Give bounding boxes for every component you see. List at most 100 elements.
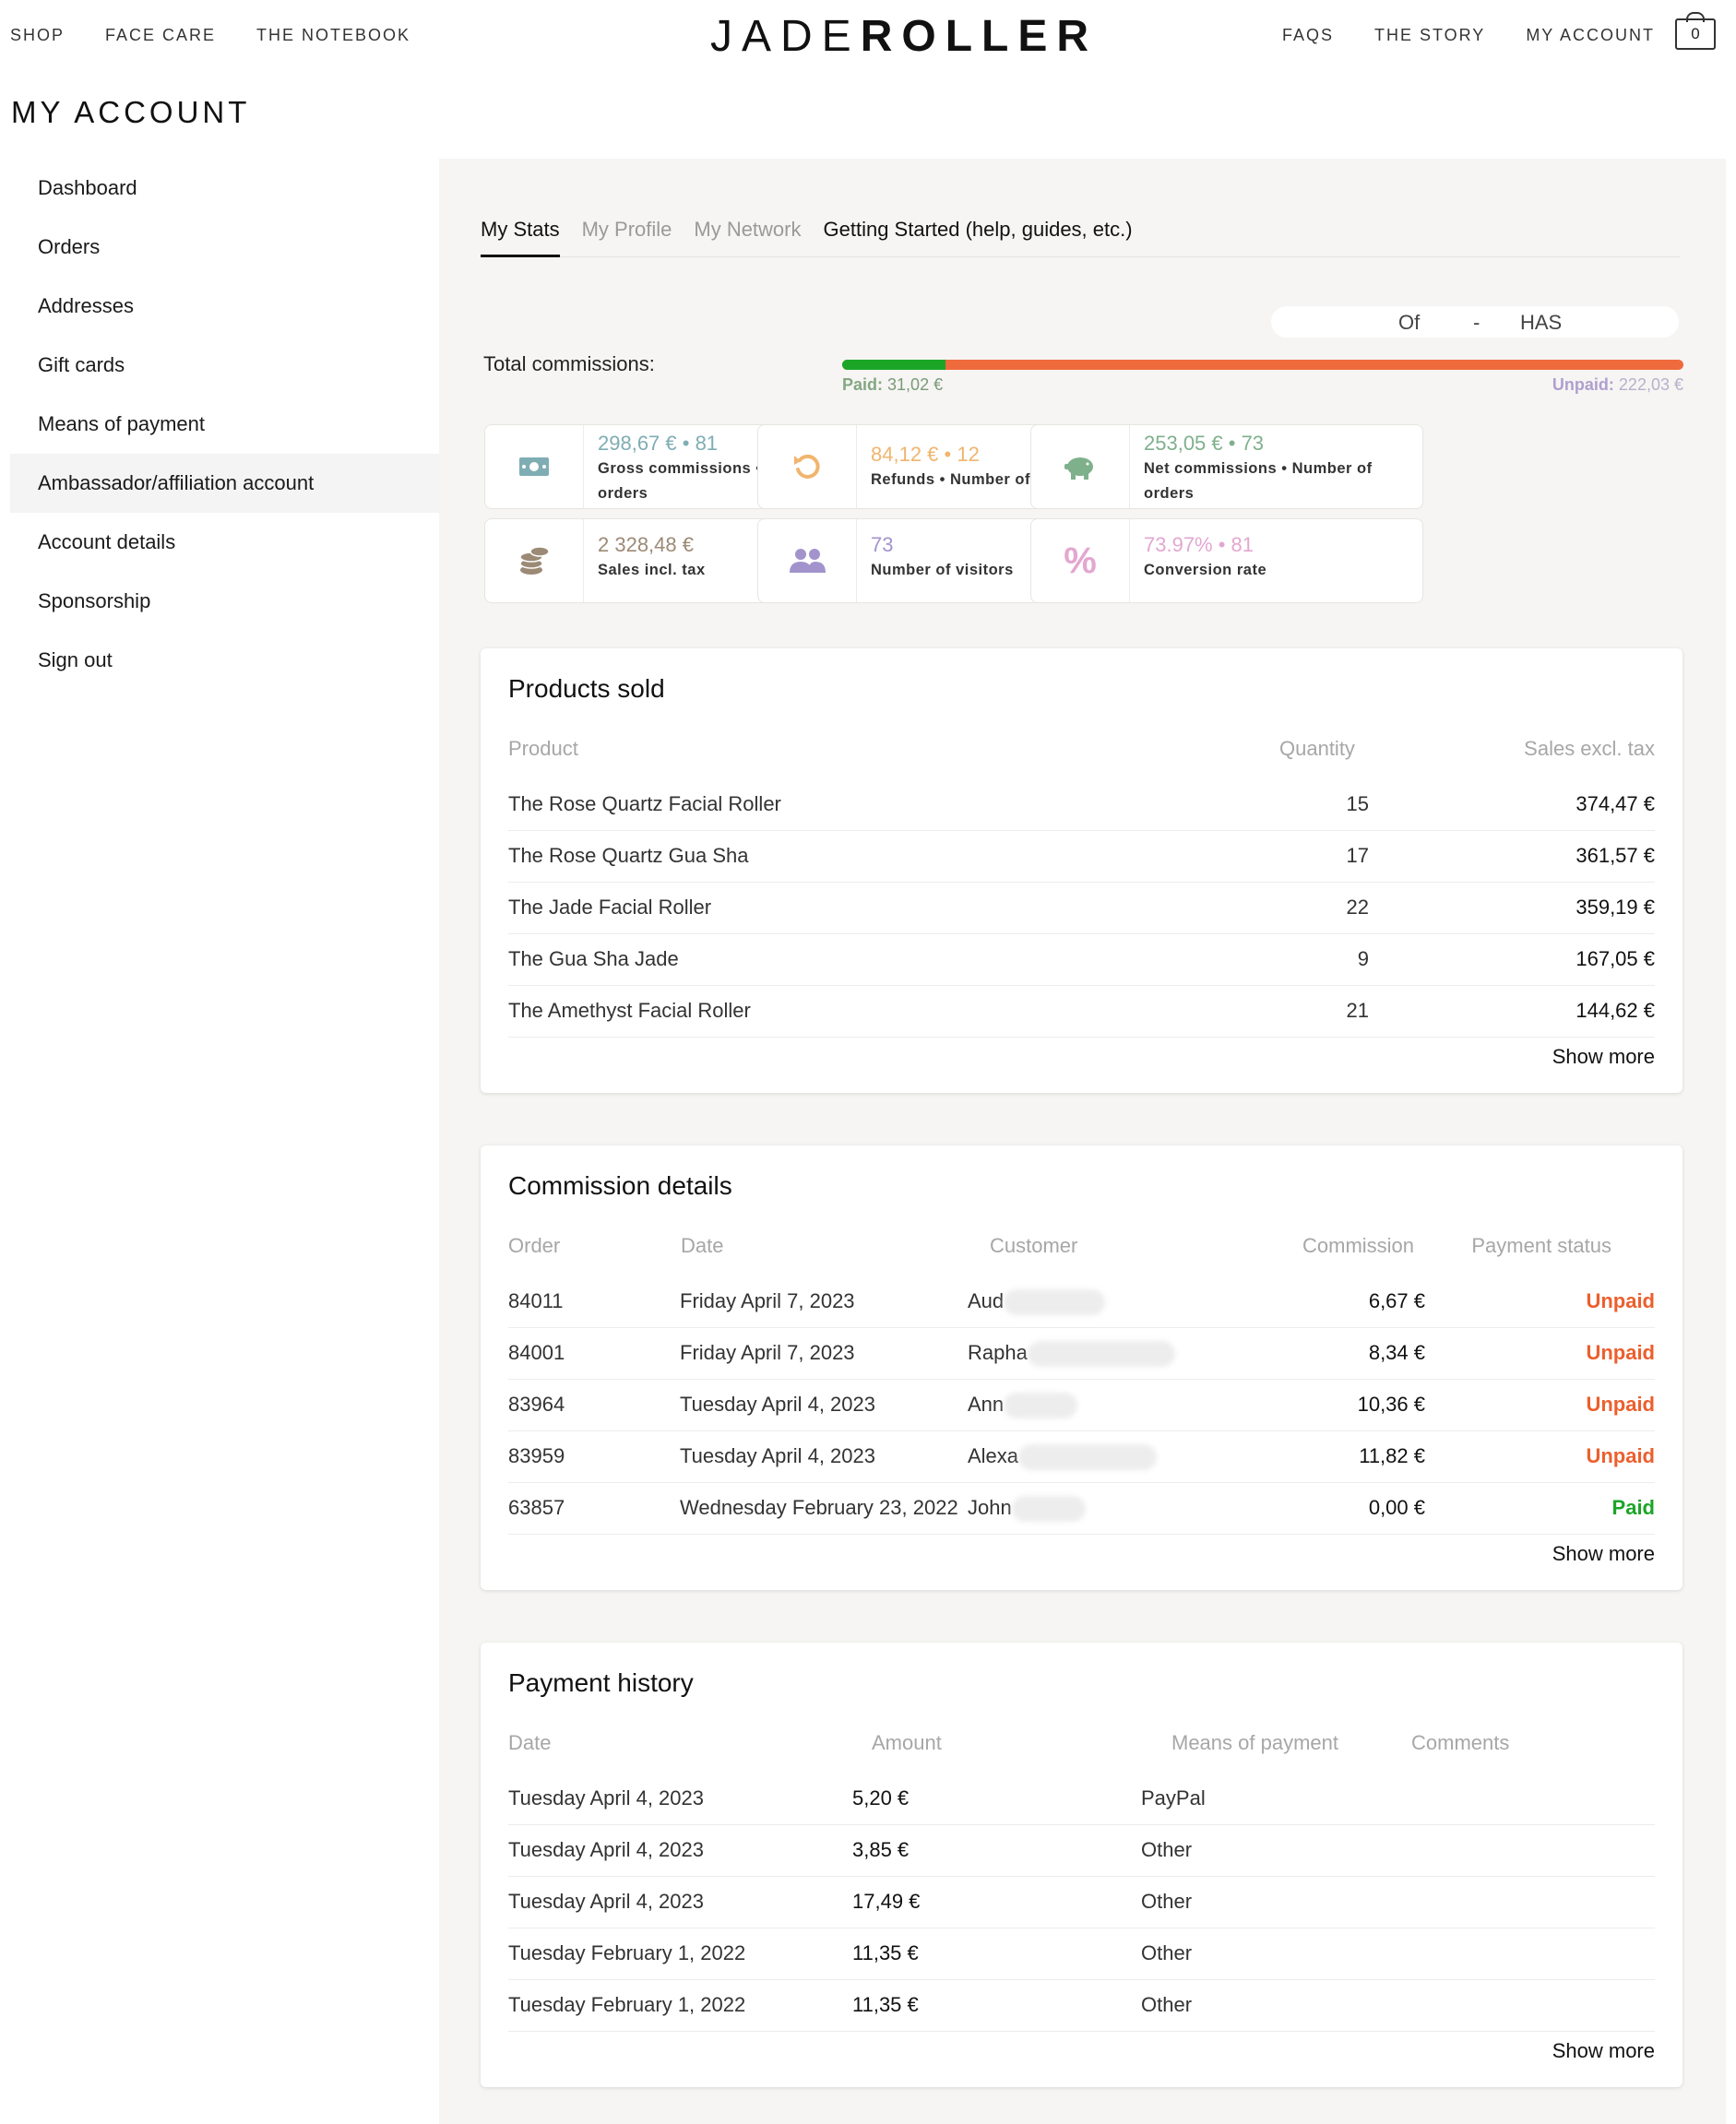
nav-the-story[interactable]: THE STORY (1373, 26, 1486, 44)
payment-amount: 11,35 € (852, 1993, 919, 2016)
payments-table: Tuesday April 4, 2023 5,20 € PayPal Tuesda… (508, 1774, 1655, 2032)
commission-amount: 11,82 € (1359, 1444, 1425, 1467)
payment-means: Other (1141, 1890, 1193, 1913)
payment-date: Tuesday February 1, 2022 (508, 1993, 746, 2016)
table-header: Order Date Customer Commission Payment s… (508, 1234, 1655, 1262)
show-more-payments-button[interactable]: Show more (1552, 2039, 1655, 2062)
table-row: Tuesday February 1, 2022 11,35 € Other (508, 1980, 1655, 2032)
table-row: 84011 Friday April 7, 2023 Aud 6,67 € Un… (508, 1276, 1655, 1328)
users-icon (758, 519, 857, 602)
stat-label: Sales incl. tax (598, 562, 706, 578)
nav-face-care[interactable]: FACE CARE (105, 26, 217, 44)
sidebar-item-gift-cards[interactable]: Gift cards (38, 353, 125, 376)
redacted-blur (1027, 1341, 1175, 1368)
stat-value: 253,05 € • 73 (1144, 432, 1265, 455)
col-commission: Commission (1302, 1234, 1415, 1257)
shopping-bag-icon[interactable]: 0 (1675, 12, 1716, 50)
nav-notebook[interactable]: THE NOTEBOOK (256, 26, 411, 44)
panel-title: Payment history (508, 1668, 694, 1697)
order-number[interactable]: 63857 (508, 1496, 565, 1519)
panel-title: Commission details (508, 1171, 732, 1200)
sidebar-item-sponsorship[interactable]: Sponsorship (38, 589, 151, 612)
percent-icon: % (1031, 519, 1130, 602)
sidebar-item-sign-out[interactable]: Sign out (38, 648, 113, 671)
nav-faqs[interactable]: FAQS (1281, 26, 1334, 44)
sidebar-item-account-details[interactable]: Account details (38, 530, 176, 553)
col-sales: Sales excl. tax (1524, 737, 1655, 760)
order-date: Wednesday February 23, 2022 (680, 1496, 958, 1519)
brand-logo[interactable]: JADEROLLER (710, 11, 1098, 62)
show-more-commissions-button[interactable]: Show more (1552, 1542, 1655, 1565)
date-to[interactable]: HAS (1520, 311, 1563, 334)
status-badge: Unpaid (1586, 1444, 1655, 1467)
product-qty: 9 (1357, 947, 1369, 970)
date-separator: - (1473, 311, 1480, 334)
payment-amount: 17,49 € (852, 1890, 921, 1913)
date-range-picker[interactable]: Of - HAS (1271, 306, 1679, 338)
table-row: The Gua Sha Jade 9 167,05 € (508, 934, 1655, 986)
nav-shop[interactable]: SHOP (10, 26, 65, 44)
product-sales: 359,19 € (1575, 896, 1655, 919)
order-number[interactable]: 84011 (508, 1289, 564, 1312)
nav-my-account[interactable]: MY ACCOUNT (1526, 26, 1655, 44)
tab-getting-started[interactable]: Getting Started (help, guides, etc.) (823, 218, 1133, 241)
sidebar-item-dashboard[interactable]: Dashboard (38, 176, 137, 199)
stat-card-conversion: % 73.97% • 81 Conversion rate (1030, 518, 1423, 603)
payment-means: Other (1141, 1941, 1193, 1964)
unpaid-value: 222,03 € (1618, 375, 1683, 394)
show-more-products-button[interactable]: Show more (1552, 1045, 1655, 1068)
product-qty: 21 (1346, 999, 1369, 1022)
table-row: 84001 Friday April 7, 2023 Rapha 8,34 € … (508, 1328, 1655, 1380)
product-name: The Jade Facial Roller (508, 896, 712, 919)
table-row: The Amethyst Facial Roller 21 144,62 € (508, 986, 1655, 1038)
table-row: The Jade Facial Roller 22 359,19 € (508, 883, 1655, 934)
stat-value: 73.97% • 81 (1144, 533, 1254, 556)
order-date: Friday April 7, 2023 (680, 1289, 855, 1312)
order-number[interactable]: 83964 (508, 1393, 565, 1416)
commissions-paid-fill (842, 360, 946, 370)
products-table: The Rose Quartz Facial Roller 15 374,47 € … (508, 779, 1655, 1038)
order-number[interactable]: 84001 (508, 1341, 565, 1364)
col-date: Date (681, 1234, 724, 1257)
paid-summary: Paid: 31,02 € (842, 375, 943, 395)
commission-amount: 6,67 € (1368, 1289, 1425, 1312)
col-payment-status: Payment status (1471, 1234, 1611, 1257)
sidebar-item-ambassador[interactable]: Ambassador/affiliation account (10, 454, 439, 513)
product-sales: 167,05 € (1575, 947, 1655, 970)
unpaid-label: Unpaid: (1552, 375, 1614, 394)
sidebar-item-orders[interactable]: Orders (38, 235, 101, 258)
col-customer: Customer (990, 1234, 1078, 1257)
undo-icon (758, 425, 857, 508)
tab-my-stats[interactable]: My Stats (481, 216, 560, 257)
tab-my-profile[interactable]: My Profile (581, 218, 672, 241)
page-title: MY ACCOUNT (11, 95, 251, 129)
total-commissions-label: Total commissions: (483, 352, 655, 375)
payment-date: Tuesday April 4, 2023 (508, 1838, 704, 1861)
payment-amount: 5,20 € (852, 1786, 910, 1810)
table-row: Tuesday April 4, 2023 5,20 € PayPal (508, 1774, 1655, 1825)
stat-label: Net commissions • Number of orders (1144, 460, 1373, 502)
col-product: Product (508, 737, 578, 760)
product-qty: 22 (1346, 896, 1369, 919)
order-number[interactable]: 83959 (508, 1444, 565, 1467)
product-name: The Amethyst Facial Roller (508, 999, 751, 1022)
payment-means: PayPal (1141, 1786, 1206, 1810)
redacted-blur (1018, 1444, 1158, 1471)
order-date: Tuesday April 4, 2023 (680, 1444, 875, 1467)
col-date: Date (508, 1731, 552, 1754)
nav-left: SHOP FACE CARE THE NOTEBOOK (10, 26, 410, 45)
status-badge: Unpaid (1586, 1289, 1655, 1312)
nav-right: FAQS THE STORY MY ACCOUNT (1282, 26, 1655, 45)
date-from[interactable]: Of (1398, 311, 1421, 334)
stat-value: 298,67 € • 81 (598, 432, 719, 455)
status-badge: Paid (1611, 1496, 1655, 1519)
sidebar-item-addresses[interactable]: Addresses (38, 294, 134, 317)
commissions-progress-bar (842, 360, 1683, 370)
tab-my-network[interactable]: My Network (694, 218, 802, 241)
logo-part-bold: ROLLER (860, 12, 1099, 61)
stat-value: 2 328,48 € (598, 533, 694, 556)
sidebar-item-means-of-payment[interactable]: Means of payment (38, 412, 205, 435)
product-name: The Rose Quartz Facial Roller (508, 792, 781, 815)
customer-name: Ann (968, 1393, 1078, 1419)
stat-label: Number of visitors (871, 562, 1014, 578)
